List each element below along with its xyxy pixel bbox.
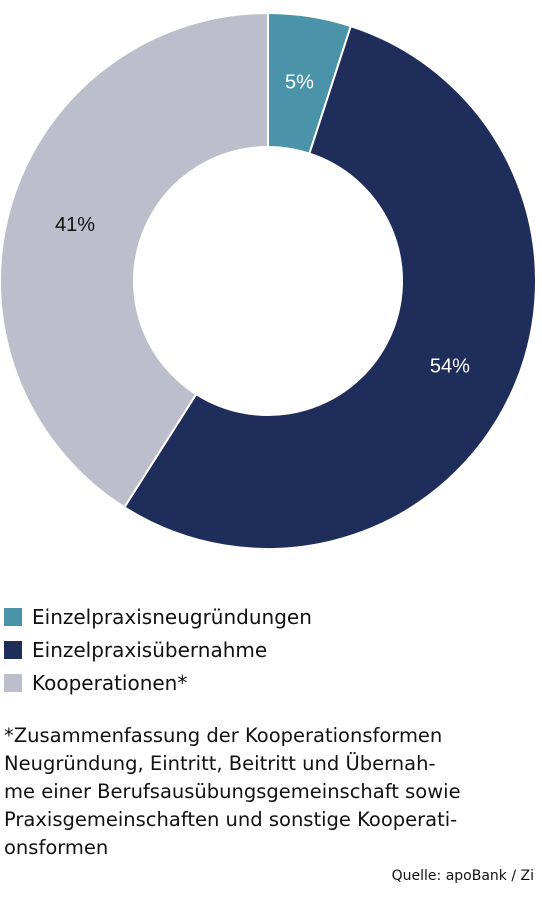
footnote-line: onsformen — [4, 836, 109, 859]
footnote-line: me einer Berufsausübungsgemeinschaft sow… — [4, 780, 461, 803]
source-note: Quelle: apoBank / Zi — [391, 868, 534, 884]
legend-label-einzelpraxisuebernahme: Einzelpraxisübernahme — [32, 637, 268, 662]
legend-label-einzelpraxisneugruendungen: Einzelpraxisneugründungen — [32, 604, 312, 629]
data-label-kooperationen: 41% — [55, 214, 95, 236]
data-label-einzelpraxisuebernahme: 54% — [430, 356, 470, 378]
donut-chart-svg: 5% 54% 41% — [0, 11, 537, 550]
legend-swatch-einzelpraxisneugruendungen — [4, 607, 22, 626]
legend-item-kooperationen: Kooperationen* — [4, 666, 534, 699]
donut-chart: 5% 54% 41% — [0, 11, 537, 550]
footnote: *Zusammenfassung der Kooperationsformen … — [4, 722, 532, 862]
legend: Einzelpraxisneugründungen Einzelpraxisüb… — [4, 600, 534, 699]
donut-slice-kooperationen — [0, 11, 269, 509]
legend-label-kooperationen: Kooperationen* — [32, 670, 188, 695]
footnote-line: *Zusammenfassung der Kooperationsformen — [4, 724, 443, 747]
legend-item-einzelpraxisneugruendungen: Einzelpraxisneugründungen — [4, 600, 534, 633]
footnote-line: Praxisgemeinschaften und sonstige Kooper… — [4, 808, 458, 831]
data-label-einzelpraxisneugruendungen: 5% — [285, 71, 314, 93]
legend-swatch-kooperationen — [4, 673, 22, 692]
legend-swatch-einzelpraxisuebernahme — [4, 640, 22, 659]
legend-item-einzelpraxisuebernahme: Einzelpraxisübernahme — [4, 633, 534, 666]
donut-slice-einzelpraxisuebernahme — [123, 24, 537, 550]
footnote-line: Neugründung, Eintritt, Beitritt und Über… — [4, 752, 436, 775]
